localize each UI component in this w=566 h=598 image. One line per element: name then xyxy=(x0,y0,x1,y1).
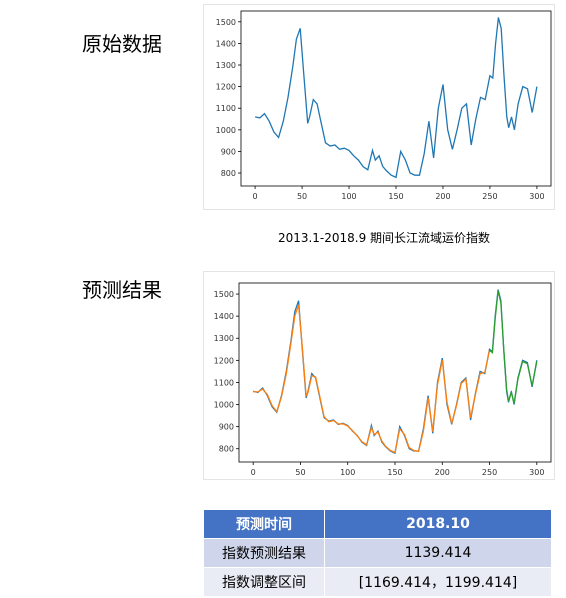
x-tick-label: 0 xyxy=(251,468,256,477)
x-tick-label: 250 xyxy=(482,468,497,477)
chart: 800 900 1000 1100 1200 1300 1400 1500 0 50 100 150 2… xyxy=(203,271,555,480)
line xyxy=(253,304,491,454)
x-tick-label: 200 xyxy=(435,192,450,201)
header-cell: 预测时间 xyxy=(203,509,325,539)
cell: 指数调整区间 xyxy=(203,567,325,597)
y-tick-label: 1300 xyxy=(214,334,234,343)
y-tick-label: 1400 xyxy=(216,39,236,48)
x-tick-label: 100 xyxy=(341,192,356,201)
y-tick-label: 1500 xyxy=(216,18,236,27)
y-tick-label: 900 xyxy=(219,423,234,432)
y-tick-label: 800 xyxy=(221,169,236,178)
y-tick-label: 1400 xyxy=(214,312,234,321)
y-tick-label: 1000 xyxy=(216,126,236,135)
y-tick-label: 1000 xyxy=(214,401,234,410)
y-tick-label: 1200 xyxy=(214,356,234,365)
caption: 2013.1-2018.9 期间长江流域运价指数 xyxy=(277,231,491,245)
y-tick-label: 1500 xyxy=(214,290,234,299)
result-table: 预测时间 2018.10 指数预测结果 1139.414 指数调整区间 [1169.4… xyxy=(203,509,553,597)
y-tick-label: 1300 xyxy=(216,61,236,70)
y-tick-label: 1200 xyxy=(216,83,236,92)
x-tick-label: 250 xyxy=(482,192,497,201)
x-tick-label: 150 xyxy=(387,468,402,477)
cell: [1169.414，1199.414] xyxy=(323,567,553,597)
cell: 指数预测结果 xyxy=(203,538,325,568)
x-tick-label: 50 xyxy=(295,468,305,477)
chart: 800 900 1000 1100 1200 1300 1400 1500 0 50 100 150 2… xyxy=(203,4,555,210)
cell: 1139.414 xyxy=(323,538,553,568)
section-title: 原始数据 xyxy=(82,32,162,56)
x-tick-label: 100 xyxy=(340,468,355,477)
x-tick-label: 150 xyxy=(388,192,403,201)
y-tick-label: 1100 xyxy=(214,378,234,387)
x-tick-label: 200 xyxy=(435,468,450,477)
y-tick-label: 800 xyxy=(219,445,234,454)
y-tick-label: 1100 xyxy=(216,104,236,113)
line xyxy=(254,17,538,179)
x-tick-label: 0 xyxy=(253,192,258,201)
x-tick-label: 300 xyxy=(529,468,544,477)
y-tick-label: 900 xyxy=(221,147,236,156)
section-title: 预测结果 xyxy=(82,278,162,302)
x-tick-label: 300 xyxy=(529,192,544,201)
x-tick-label: 50 xyxy=(297,192,307,201)
line xyxy=(489,290,538,404)
header-cell: 2018.10 xyxy=(323,509,553,539)
